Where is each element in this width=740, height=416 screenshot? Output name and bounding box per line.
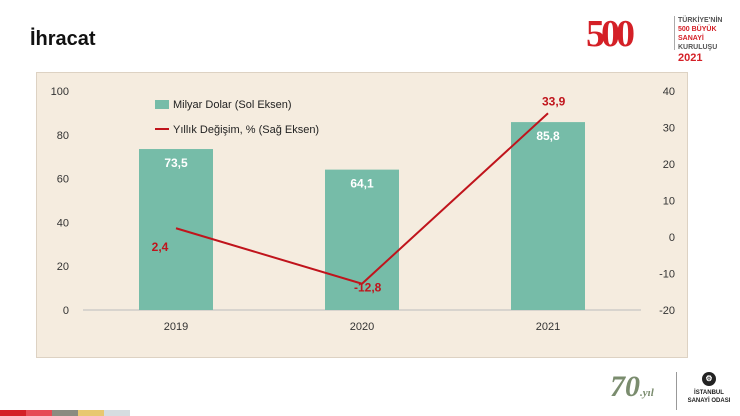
bar-value-label: 64,1 [350, 177, 374, 191]
right-axis-tick-label: 10 [663, 196, 675, 208]
anniversary-suffix: .yıl [640, 387, 654, 399]
logo-year: 2021 [678, 52, 703, 64]
bar-2021 [511, 122, 585, 311]
iso-logo: ⚙ İSTANBUL SANAYİ ODASI [684, 372, 734, 405]
iso-emblem-icon: ⚙ [702, 372, 716, 386]
footer-divider [676, 372, 677, 410]
right-axis-tick-label: 40 [663, 86, 675, 98]
line-value-label: -12,8 [354, 281, 382, 295]
right-axis-tick-label: 0 [669, 232, 675, 244]
x-axis-tick-label: 2020 [350, 321, 374, 333]
legend-line-label: Yıllık Değişim, % (Sağ Eksen) [173, 124, 319, 136]
anniversary-number: 70 [610, 370, 640, 403]
change-line [175, 112, 549, 285]
logo-text: TÜRKİYE'NİN 500 BÜYÜK SANAYİ KURULUŞU 20… [678, 16, 726, 65]
logo-divider [674, 16, 675, 50]
bar-2020 [325, 169, 399, 310]
legend-bar-swatch [155, 100, 169, 109]
right-axis-tick-label: -10 [659, 269, 675, 281]
right-axis-tick-label: 20 [663, 159, 675, 171]
chart-panel: 0 20 40 60 80 100 -20 -10 0 10 20 30 40 73,5 64,1 85,8 2… [36, 72, 688, 358]
iso-org-line1: İSTANBUL [694, 390, 724, 396]
stripe-1 [26, 410, 52, 416]
bar-value-label: 85,8 [536, 129, 560, 143]
bar-2019 [139, 149, 213, 310]
left-axis-tick-label: 100 [51, 86, 69, 98]
page-title: İhracat [30, 28, 96, 50]
line-value-label: 2,4 [152, 240, 169, 254]
left-axis-tick-label: 60 [57, 174, 69, 186]
x-axis-tick-label: 2019 [164, 321, 188, 333]
logo-line2: 500 BÜYÜK SANAYİ [678, 26, 717, 42]
left-axis-tick-label: 20 [57, 261, 69, 273]
x-axis-tick-label: 2021 [536, 321, 560, 333]
stripe-4 [104, 410, 130, 416]
bar-value-label: 73,5 [164, 156, 188, 170]
stripe-3 [78, 410, 104, 416]
line-value-label: 33,9 [542, 94, 566, 108]
left-axis-tick-label: 80 [57, 130, 69, 142]
left-axis-tick-label: 0 [63, 305, 69, 317]
stripe-2 [52, 410, 78, 416]
iso-org-line2: SANAYİ ODASI [687, 398, 731, 404]
export-chart: 0 20 40 60 80 100 -20 -10 0 10 20 30 40 73,5 64,1 85,8 2… [51, 86, 675, 333]
70-year-logo: 70.yıl [610, 370, 654, 404]
stripe-0 [0, 410, 26, 416]
iso-org-name: İSTANBUL SANAYİ ODASI [684, 389, 734, 405]
500-logo: 500 TÜRKİYE'NİN 500 BÜYÜK SANAYİ KURULUŞ… [586, 10, 726, 64]
legend-bar-label: Milyar Dolar (Sol Eksen) [173, 99, 292, 111]
logo-number: 500 [586, 13, 635, 55]
left-axis-tick-label: 40 [57, 217, 69, 229]
right-axis-tick-label: -20 [659, 305, 675, 317]
bottom-color-stripes [0, 410, 140, 416]
right-axis-tick-label: 30 [663, 123, 675, 135]
logo-line1: TÜRKİYE'NİN [678, 17, 723, 24]
logo-line3: KURULUŞU [678, 44, 718, 51]
